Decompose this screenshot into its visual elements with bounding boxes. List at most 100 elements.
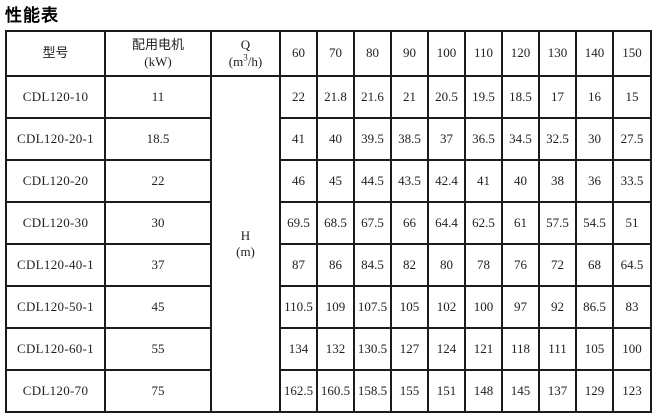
header-flow: 100: [427, 30, 466, 77]
model-cell: CDL120-30: [5, 201, 106, 245]
table-row: CDL120-70 75 162.5 160.5 158.5 155 151 148 145 13…: [5, 369, 652, 413]
head-value-cell: 64.5: [612, 243, 652, 287]
header-flow: 90: [390, 30, 429, 77]
model-cell: CDL120-10: [5, 75, 106, 119]
head-value-cell: 33.5: [612, 159, 652, 203]
head-value-cell: 151: [427, 369, 466, 413]
head-value-cell: 36: [575, 159, 614, 203]
header-flow: 120: [501, 30, 540, 77]
head-value-cell: 39.5: [353, 117, 392, 161]
head-value-cell: 158.5: [353, 369, 392, 413]
head-value-cell: 21.8: [316, 75, 355, 119]
head-value-cell: 27.5: [612, 117, 652, 161]
header-flow: 80: [353, 30, 392, 77]
table-row: CDL120-50-1 45 110.5 109 107.5 105 102 100 97 92 8…: [5, 285, 652, 329]
head-value-cell: 44.5: [353, 159, 392, 203]
head-value-cell: 20.5: [427, 75, 466, 119]
header-flow: 130: [538, 30, 577, 77]
head-value-cell: 51: [612, 201, 652, 245]
head-value-cell: 21.6: [353, 75, 392, 119]
head-value-cell: 134: [279, 327, 318, 371]
head-value-cell: 105: [390, 285, 429, 329]
head-value-cell: 54.5: [575, 201, 614, 245]
head-value-cell: 37: [427, 117, 466, 161]
motor-kw-cell: 11: [104, 75, 212, 119]
model-cell: CDL120-70: [5, 369, 106, 413]
head-value-cell: 40: [316, 117, 355, 161]
motor-kw-cell: 75: [104, 369, 212, 413]
head-value-cell: 127: [390, 327, 429, 371]
head-value-cell: 61: [501, 201, 540, 245]
head-value-cell: 155: [390, 369, 429, 413]
head-value-cell: 68.5: [316, 201, 355, 245]
head-value-cell: 46: [279, 159, 318, 203]
q-unit-open: (m: [228, 53, 244, 69]
head-value-cell: 64.4: [427, 201, 466, 245]
head-value-cell: 78: [464, 243, 503, 287]
head-value-cell: 145: [501, 369, 540, 413]
head-value-cell: 21: [390, 75, 429, 119]
head-value-cell: 36.5: [464, 117, 503, 161]
model-cell: CDL120-50-1: [5, 285, 106, 329]
model-cell: CDL120-20-1: [5, 117, 106, 161]
head-value-cell: 83: [612, 285, 652, 329]
head-value-cell: 100: [464, 285, 503, 329]
header-flow: 140: [575, 30, 614, 77]
head-value-cell: 92: [538, 285, 577, 329]
motor-kw-cell: 37: [104, 243, 212, 287]
table-row: CDL120-30 30 69.5 68.5 67.5 66 64.4 62.5 61 57.5 5…: [5, 201, 652, 245]
head-value-cell: 86.5: [575, 285, 614, 329]
head-value-cell: 84.5: [353, 243, 392, 287]
header-motor-unit: (kW): [144, 53, 172, 69]
head-value-cell: 76: [501, 243, 540, 287]
table-row: CDL120-10 11 H (m) 22 21.8 21.6 21 20.5 19.5 18.5 1…: [5, 75, 652, 413]
table-row: CDL120-20-1 18.5 41 40 39.5 38.5 37 36.5 34.5 32.…: [5, 117, 652, 161]
model-cell: CDL120-20: [5, 159, 106, 203]
head-value-cell: 107.5: [353, 285, 392, 329]
header-flow: 110: [464, 30, 503, 77]
head-value-cell: 97: [501, 285, 540, 329]
head-value-cell: 67.5: [353, 201, 392, 245]
head-value-cell: 121: [464, 327, 503, 371]
head-value-cell: 118: [501, 327, 540, 371]
model-cell: CDL120-60-1: [5, 327, 106, 371]
motor-kw-cell: 55: [104, 327, 212, 371]
head-value-cell: 18.5: [501, 75, 540, 119]
head-value-cell: 45: [316, 159, 355, 203]
head-value-cell: 41: [464, 159, 503, 203]
head-value-cell: 40: [501, 159, 540, 203]
head-value-cell: 124: [427, 327, 466, 371]
motor-kw-cell: 45: [104, 285, 212, 329]
head-value-cell: 19.5: [464, 75, 503, 119]
header-q-unit: (m3/h): [213, 53, 278, 70]
header-motor-name: 配用电机: [131, 37, 184, 53]
head-value-cell: 68: [575, 243, 614, 287]
head-value-cell: 41: [279, 117, 318, 161]
head-value-cell: 30: [575, 117, 614, 161]
header-flow: 150: [612, 30, 652, 77]
head-value-cell: 123: [612, 369, 652, 413]
head-value-cell: 100: [612, 327, 652, 371]
motor-kw-cell: 18.5: [104, 117, 212, 161]
header-flow: 60: [279, 30, 318, 77]
head-value-cell: 66: [390, 201, 429, 245]
head-value-cell: 57.5: [538, 201, 577, 245]
head-value-cell: 17: [538, 75, 577, 119]
table-row: CDL120-40-1 37 87 86 84.5 82 80 78 76 72 68 64.5: [5, 243, 652, 287]
header-q-symbol: Q: [240, 37, 251, 53]
head-value-cell: 80: [427, 243, 466, 287]
head-value-cell: 82: [390, 243, 429, 287]
head-value-cell: 132: [316, 327, 355, 371]
head-value-cell: 15: [612, 75, 652, 119]
head-value-cell: 72: [538, 243, 577, 287]
motor-kw-cell: 22: [104, 159, 212, 203]
header-flow: 70: [316, 30, 355, 77]
head-value-cell: 32.5: [538, 117, 577, 161]
page-title: 性能表: [5, 6, 59, 25]
head-symbol: H: [240, 227, 251, 243]
header-q: Q (m3/h): [210, 30, 281, 77]
head-value-cell: 34.5: [501, 117, 540, 161]
head-value-cell: 109: [316, 285, 355, 329]
head-value-cell: 38: [538, 159, 577, 203]
